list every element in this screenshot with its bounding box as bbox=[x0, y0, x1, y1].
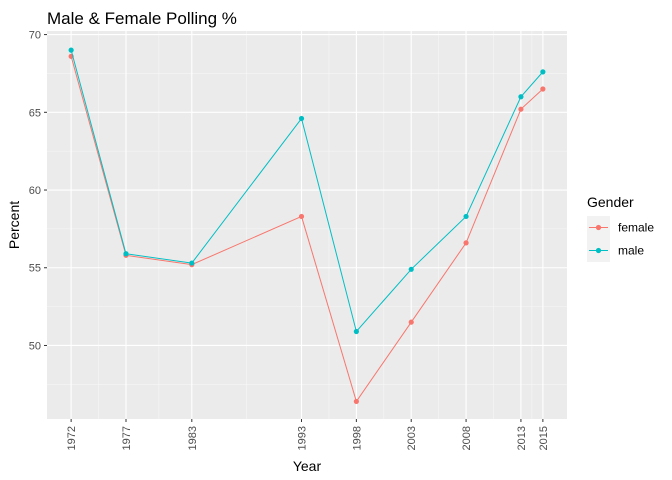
legend-item-male: male bbox=[587, 239, 644, 262]
data-point-male bbox=[463, 213, 469, 220]
data-point-female bbox=[408, 319, 414, 325]
data-point-male bbox=[68, 47, 74, 53]
y-tick-label: 60 bbox=[29, 185, 41, 197]
y-tick-label: 55 bbox=[29, 263, 41, 275]
y-axis-title: Percent bbox=[6, 201, 22, 249]
legend-title: Gender bbox=[587, 194, 634, 210]
data-point-female bbox=[353, 398, 359, 405]
x-tick-label: 2008 bbox=[461, 426, 473, 450]
x-tick-labels: 1972 1977 1983 1993 1998 2003 2008 2013 2015 bbox=[66, 426, 550, 450]
data-point-female bbox=[518, 106, 524, 112]
x-tick-label: 2003 bbox=[406, 426, 418, 450]
x-tick-label: 1998 bbox=[351, 426, 363, 450]
y-tick-labels: 50 55 60 65 70 bbox=[29, 30, 41, 353]
data-point-male bbox=[540, 69, 546, 75]
legend: Gender female male bbox=[587, 194, 654, 262]
data-point-male bbox=[298, 115, 305, 122]
legend-item-female: female bbox=[587, 216, 654, 239]
x-tick-label: 1972 bbox=[66, 426, 78, 450]
legend-key-point bbox=[595, 247, 602, 254]
chart-title: Male & Female Polling % bbox=[47, 9, 237, 28]
data-point-female bbox=[298, 213, 305, 220]
y-tick-label: 70 bbox=[29, 30, 41, 42]
x-tick-label: 1977 bbox=[121, 426, 133, 450]
x-tick-label: 1983 bbox=[187, 426, 199, 450]
data-point-male bbox=[123, 251, 129, 257]
series-male bbox=[68, 47, 546, 335]
plot-panel bbox=[47, 31, 567, 419]
y-tick-label: 50 bbox=[29, 340, 41, 352]
legend-label: male bbox=[618, 244, 644, 258]
data-point-male bbox=[518, 94, 524, 100]
data-point-female bbox=[540, 86, 546, 92]
x-tick-label: 2015 bbox=[538, 426, 550, 450]
legend-items: female male bbox=[587, 216, 654, 262]
data-point-female bbox=[463, 240, 469, 246]
x-axis-title: Year bbox=[293, 458, 322, 474]
y-tick-label: 65 bbox=[29, 107, 41, 119]
x-tick-label: 1993 bbox=[297, 426, 309, 450]
series-layer bbox=[68, 47, 546, 405]
major-gridlines bbox=[47, 31, 567, 419]
legend-key-point bbox=[595, 224, 602, 231]
data-point-male bbox=[353, 328, 359, 335]
x-tick-label: 2013 bbox=[516, 426, 528, 450]
legend-label: female bbox=[618, 221, 654, 235]
minor-gridlines bbox=[47, 31, 567, 419]
axis-ticks bbox=[44, 34, 544, 422]
data-point-male bbox=[408, 266, 414, 272]
data-point-male bbox=[189, 260, 195, 266]
